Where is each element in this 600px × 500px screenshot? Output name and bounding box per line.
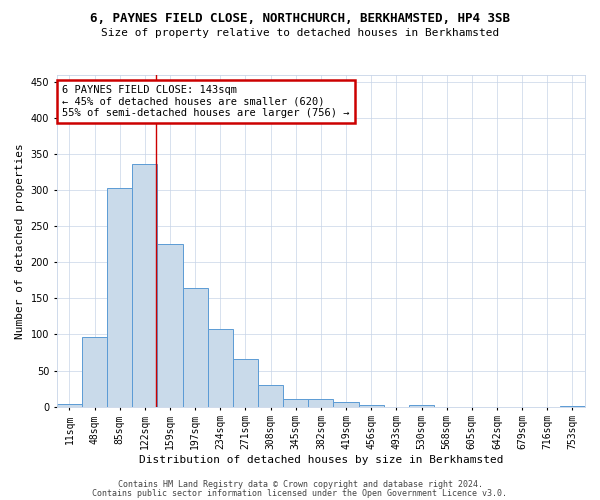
X-axis label: Distribution of detached houses by size in Berkhamsted: Distribution of detached houses by size … (139, 455, 503, 465)
Bar (82, 336, 107, 406)
Bar (258, 385, 283, 406)
Bar (233, 359, 258, 406)
Text: Contains HM Land Registry data © Crown copyright and database right 2024.: Contains HM Land Registry data © Crown c… (118, 480, 482, 489)
Bar (409, 405, 434, 406)
Bar (182, 288, 208, 406)
Text: 6, PAYNES FIELD CLOSE, NORTHCHURCH, BERKHAMSTED, HP4 3SB: 6, PAYNES FIELD CLOSE, NORTHCHURCH, BERK… (90, 12, 510, 26)
Bar (132, 164, 157, 406)
Bar (283, 400, 308, 406)
Bar (57, 404, 82, 406)
Y-axis label: Number of detached properties: Number of detached properties (15, 143, 25, 338)
Bar (208, 330, 233, 406)
Text: 6 PAYNES FIELD CLOSE: 143sqm
← 45% of detached houses are smaller (620)
55% of s: 6 PAYNES FIELD CLOSE: 143sqm ← 45% of de… (62, 85, 350, 118)
Text: Size of property relative to detached houses in Berkhamsted: Size of property relative to detached ho… (101, 28, 499, 38)
Bar (157, 244, 182, 406)
Bar (334, 402, 359, 406)
Text: Contains public sector information licensed under the Open Government Licence v3: Contains public sector information licen… (92, 488, 508, 498)
Bar (359, 405, 384, 406)
Bar (308, 400, 334, 406)
Bar (107, 188, 132, 406)
